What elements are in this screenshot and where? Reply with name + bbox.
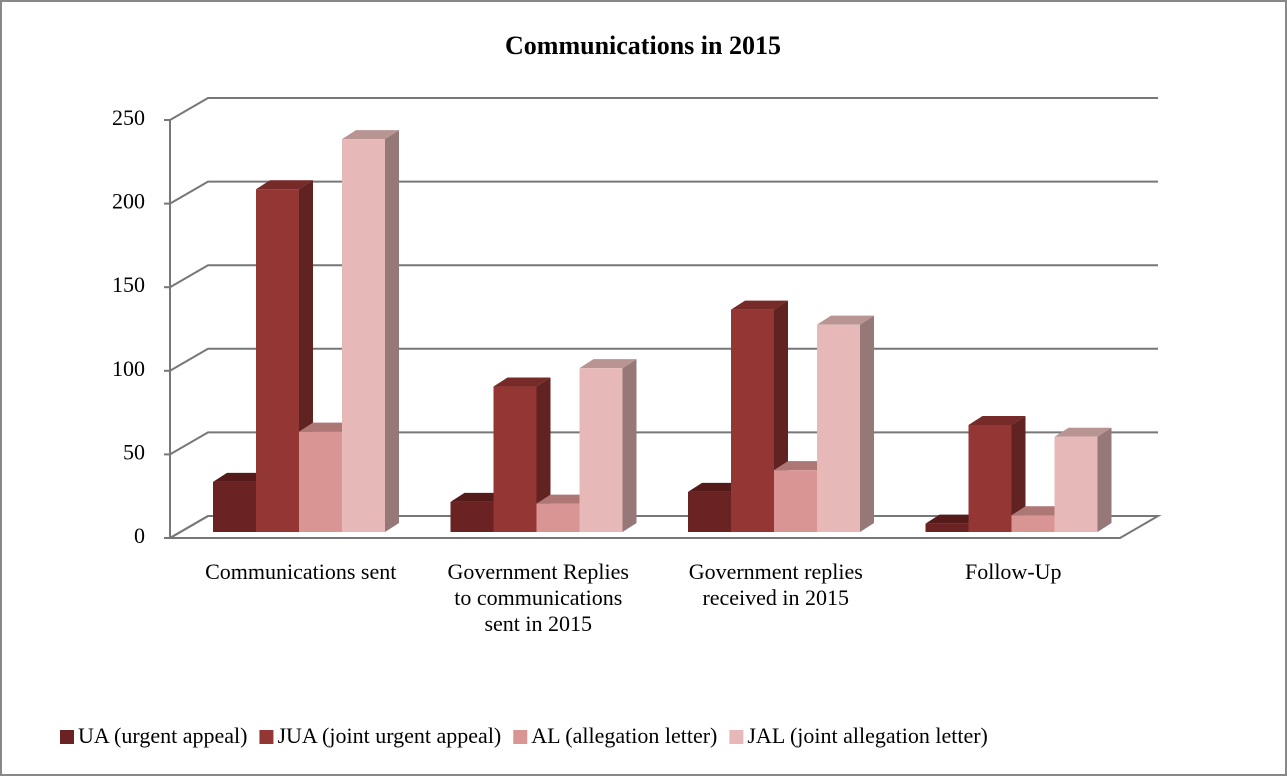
y-tick-label: 150 xyxy=(112,272,145,297)
bar-top-shade xyxy=(925,514,983,524)
bar xyxy=(579,368,623,532)
bar xyxy=(450,501,494,532)
bar-top xyxy=(450,492,508,502)
bar-top-shade xyxy=(213,472,270,482)
legend-label: JAL (joint allegation letter) xyxy=(747,723,988,748)
bar-top-shade xyxy=(817,315,874,325)
legend-swatch xyxy=(60,730,74,744)
bar xyxy=(731,309,774,532)
bar-top xyxy=(1054,427,1112,437)
legend-label: AL (allegation letter) xyxy=(531,723,717,748)
bar xyxy=(342,139,385,532)
y-tick-label: 100 xyxy=(112,356,145,381)
bar xyxy=(968,424,1012,532)
bar-top xyxy=(774,461,831,471)
x-tick-line: Government replies xyxy=(689,559,863,584)
legend-swatch xyxy=(513,730,528,744)
bar-side-shade xyxy=(536,377,551,532)
bar-top-shade xyxy=(256,180,313,190)
bar-side-shade xyxy=(1011,415,1026,532)
bar-top-shade xyxy=(450,492,508,502)
bar-top xyxy=(536,494,594,504)
bar-top xyxy=(688,482,745,492)
bar xyxy=(1011,515,1055,532)
y-tick-label: 0 xyxy=(134,523,145,548)
bar-side xyxy=(536,377,551,532)
bar-top xyxy=(342,130,399,140)
legend-swatch xyxy=(259,730,274,744)
x-tick-label: Communications sent xyxy=(205,559,396,584)
bar xyxy=(774,470,817,532)
bar xyxy=(493,386,537,532)
x-tick-line: to communications xyxy=(454,585,622,610)
bar-top-shade xyxy=(1011,506,1069,516)
bar-top-shade xyxy=(688,482,745,492)
x-tick-label: Follow-Up xyxy=(965,559,1062,584)
chart-title: Communications in 2015 xyxy=(505,31,781,60)
legend-swatch xyxy=(729,730,744,744)
bar xyxy=(213,481,256,532)
grid-line xyxy=(169,97,1158,121)
y-tick-label: 50 xyxy=(123,439,145,464)
bar-top xyxy=(299,422,356,432)
x-tick-line: sent in 2015 xyxy=(484,611,592,636)
bar-side xyxy=(385,130,399,532)
bar xyxy=(817,324,860,532)
bar xyxy=(688,491,731,532)
bar-top-shade xyxy=(731,300,788,310)
bar-top xyxy=(731,300,788,310)
x-tick-label: Government Replies to communications sent … xyxy=(448,559,629,636)
bar-top-shade xyxy=(342,130,399,140)
bar-top xyxy=(968,415,1026,425)
bar xyxy=(536,503,580,532)
x-tick-line: received in 2015 xyxy=(702,585,849,610)
bar-side-shade xyxy=(860,315,874,532)
bar-top-shade xyxy=(299,422,356,432)
bar-top xyxy=(493,377,551,387)
bar-side-shade xyxy=(1097,427,1112,532)
bar-top-shade xyxy=(536,494,594,504)
y-tick-label: 200 xyxy=(112,189,145,214)
grid-line xyxy=(169,180,1158,205)
bar-side-shade xyxy=(622,359,637,532)
bar-top xyxy=(256,180,313,190)
bar-top xyxy=(817,315,874,325)
bar-side-shade xyxy=(385,130,399,532)
bar-top-shade xyxy=(1054,427,1112,437)
bar-top-shade xyxy=(968,415,1026,425)
bar xyxy=(299,431,342,532)
bar-top-shade xyxy=(774,461,831,471)
x-tick-line: Follow-Up xyxy=(965,559,1062,584)
bar-top xyxy=(925,514,983,524)
grid-line xyxy=(169,264,1158,289)
bar-side xyxy=(1011,415,1026,532)
bar xyxy=(925,523,969,532)
bar-side xyxy=(860,315,874,532)
legend-label: UA (urgent appeal) xyxy=(78,723,247,748)
bar-top-shade xyxy=(579,359,637,369)
bar-top xyxy=(213,472,270,482)
bar-top-shade xyxy=(493,377,551,387)
x-tick-line: Government Replies xyxy=(448,559,629,584)
bar-top xyxy=(1011,506,1069,516)
bar-side xyxy=(622,359,637,532)
bar xyxy=(256,189,299,533)
bar-top xyxy=(579,359,637,369)
x-tick-label: Government replies received in 2015 xyxy=(689,559,863,610)
bar-side xyxy=(1097,427,1112,532)
y-tick-label: 250 xyxy=(112,105,145,130)
legend-label: JUA (joint urgent appeal) xyxy=(277,723,501,748)
bar xyxy=(1054,436,1098,532)
x-tick-line: Communications sent xyxy=(205,559,396,584)
